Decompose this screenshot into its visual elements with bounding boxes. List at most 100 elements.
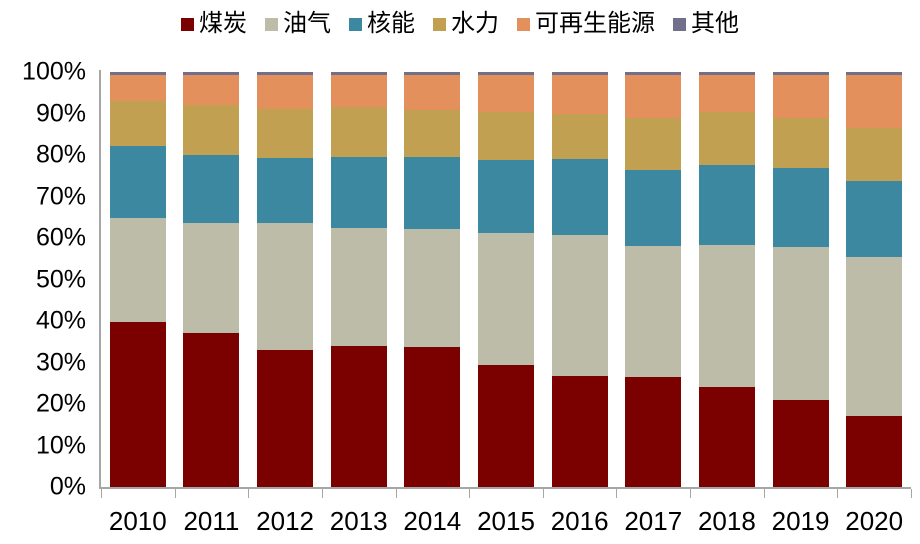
bar-segment[interactable] (698, 74, 755, 112)
bar-segment[interactable] (404, 72, 461, 75)
bar-segment[interactable] (698, 72, 755, 75)
bar-segment[interactable] (772, 167, 829, 248)
bar-segment[interactable] (698, 165, 755, 245)
y-tick-label: 60% (35, 223, 86, 252)
legend-item[interactable]: 核能 (349, 12, 415, 36)
bar-segment[interactable] (330, 72, 387, 75)
bar-segment[interactable] (478, 74, 534, 112)
x-tick-mark (469, 489, 471, 498)
bar-segment[interactable] (183, 154, 240, 224)
bar-column[interactable] (625, 72, 682, 487)
bar-segment[interactable] (404, 346, 461, 487)
bar-column[interactable] (846, 72, 903, 487)
bar-segment[interactable] (478, 111, 534, 160)
bar-segment[interactable] (257, 74, 314, 109)
bar-column[interactable] (404, 72, 461, 487)
bar-segment[interactable] (330, 345, 387, 487)
y-tick-label: 10% (35, 431, 86, 459)
bar-segment[interactable] (551, 72, 608, 75)
bar-segment[interactable] (404, 74, 461, 111)
legend-item[interactable]: 油气 (265, 12, 331, 36)
bar-segment[interactable] (478, 365, 534, 487)
legend-item[interactable]: 可再生能源 (517, 12, 655, 36)
x-tick-label: 2019 (771, 506, 830, 536)
bar-segment[interactable] (404, 110, 461, 158)
bar-segment[interactable] (183, 223, 240, 333)
legend-item[interactable]: 其他 (673, 12, 739, 36)
bar-segment[interactable] (772, 247, 829, 400)
bar-segment[interactable] (183, 104, 240, 155)
bar-segment[interactable] (257, 223, 314, 351)
bar-segment[interactable] (183, 332, 240, 487)
bar-segment[interactable] (330, 227, 387, 346)
bar-segment[interactable] (551, 114, 608, 159)
bar-segment[interactable] (698, 244, 755, 387)
bar-segment[interactable] (478, 232, 534, 366)
legend-label: 可再生能源 (535, 10, 655, 37)
bar-column[interactable] (551, 72, 608, 487)
bar-segment[interactable] (257, 157, 314, 224)
bar-segment[interactable] (109, 321, 166, 487)
bar-column[interactable] (330, 72, 387, 487)
bar-segment[interactable] (404, 229, 461, 347)
bar-segment[interactable] (698, 111, 755, 166)
bar-segment[interactable] (109, 74, 166, 102)
bar-segment[interactable] (109, 218, 166, 322)
bar-segment[interactable] (846, 74, 903, 128)
legend-label: 煤炭 (199, 10, 247, 37)
bar-segment[interactable] (551, 375, 608, 487)
bar-segment[interactable] (772, 72, 829, 75)
bar-segment[interactable] (330, 107, 387, 157)
x-tick-label: 2010 (108, 506, 167, 536)
bar-segment[interactable] (772, 399, 829, 487)
bar-segment[interactable] (257, 350, 314, 487)
bar-segment[interactable] (404, 157, 461, 230)
bar-segment[interactable] (551, 235, 608, 376)
bar-segment[interactable] (183, 72, 240, 75)
bar-column[interactable] (772, 72, 829, 487)
bar-segment[interactable] (330, 74, 387, 108)
bar-segment[interactable] (257, 108, 314, 158)
legend-item[interactable]: 水力 (433, 12, 499, 36)
bar-segment[interactable] (551, 158, 608, 236)
bar-column[interactable] (478, 72, 534, 487)
bar-segment[interactable] (625, 169, 682, 246)
bar-segment[interactable] (625, 74, 682, 119)
bar-segment[interactable] (478, 72, 534, 75)
legend-item[interactable]: 煤炭 (181, 12, 247, 36)
bar-segment[interactable] (846, 127, 903, 182)
bar-segment[interactable] (772, 117, 829, 168)
bar-segment[interactable] (625, 118, 682, 170)
y-tick-label: 100% (22, 57, 86, 86)
x-tick-mark (911, 489, 912, 498)
y-tick-label: 70% (35, 182, 86, 210)
x-tick-label: 2018 (697, 506, 756, 536)
y-axis-tick-labels: 0% 10% 20% 30% 40% 50% 60% 70% 80% 90% 100% (0, 0, 92, 544)
bar-segment[interactable] (846, 181, 903, 257)
bar-segment[interactable] (109, 145, 166, 219)
bar-segment[interactable] (478, 159, 534, 233)
bar-segment[interactable] (772, 74, 829, 118)
bar-segment[interactable] (625, 72, 682, 75)
x-tick-label: 2016 (550, 506, 609, 536)
bar-column[interactable] (183, 72, 240, 487)
bar-segment[interactable] (551, 74, 608, 115)
bar-segment[interactable] (625, 377, 682, 487)
x-tick-label: 2020 (845, 506, 904, 536)
bar-segment[interactable] (183, 74, 240, 105)
y-axis-line (99, 70, 101, 489)
bar-segment[interactable] (257, 72, 314, 75)
bar-segment[interactable] (846, 256, 903, 417)
y-tick-label: 90% (35, 99, 86, 127)
bar-segment[interactable] (846, 72, 903, 75)
bar-column[interactable] (257, 72, 314, 487)
bar-column[interactable] (698, 72, 755, 487)
bar-segment[interactable] (109, 72, 166, 75)
bar-segment[interactable] (109, 101, 166, 146)
bar-segment[interactable] (625, 245, 682, 378)
bar-segment[interactable] (330, 156, 387, 228)
bar-segment[interactable] (846, 416, 903, 487)
legend-swatch-icon (349, 17, 362, 31)
bar-column[interactable] (109, 72, 166, 487)
bar-segment[interactable] (698, 386, 755, 487)
